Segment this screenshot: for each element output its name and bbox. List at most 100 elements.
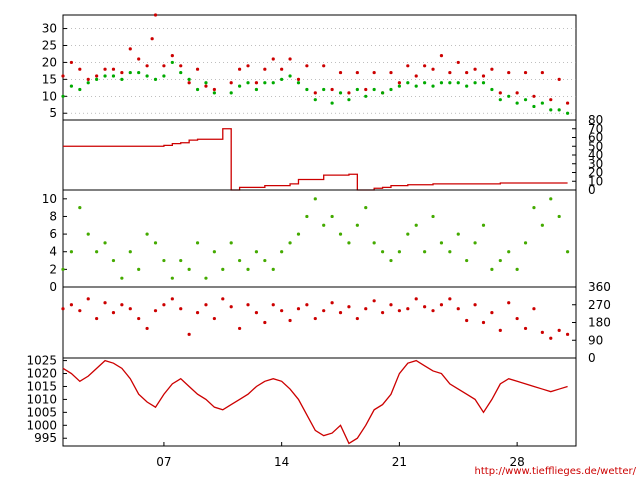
data-point	[246, 303, 250, 307]
data-point	[212, 87, 216, 92]
data-point	[498, 258, 502, 263]
data-point	[263, 67, 267, 71]
data-point	[465, 258, 469, 263]
data-point	[532, 307, 536, 311]
data-point	[137, 70, 141, 75]
data-point	[338, 70, 343, 75]
data-point	[280, 309, 284, 313]
x-tick-label: 14	[274, 455, 289, 469]
data-point	[170, 276, 174, 280]
y-tick-label: 270	[588, 298, 611, 312]
data-point	[389, 303, 393, 307]
data-point	[305, 303, 309, 307]
data-point	[364, 206, 368, 210]
data-point	[364, 307, 368, 311]
data-point	[540, 330, 544, 334]
data-point	[439, 303, 444, 307]
data-point	[162, 303, 166, 307]
y-tick-label: 90	[588, 333, 603, 347]
data-point	[69, 60, 74, 65]
data-point	[313, 197, 317, 201]
data-point	[465, 318, 469, 323]
data-point	[187, 267, 191, 271]
data-point	[238, 326, 242, 331]
x-tick-label: 28	[509, 455, 524, 469]
data-point	[322, 309, 326, 313]
data-point	[246, 64, 250, 68]
data-point	[153, 13, 158, 17]
data-point	[523, 241, 528, 245]
data-point	[145, 232, 149, 236]
data-point	[540, 70, 544, 75]
series-line-1-0	[63, 128, 568, 191]
data-point	[448, 297, 452, 301]
data-point	[137, 57, 141, 61]
data-point	[69, 250, 74, 254]
data-point	[347, 98, 351, 102]
data-point	[305, 214, 309, 219]
data-point	[557, 328, 561, 332]
data-point	[128, 70, 132, 75]
data-point	[532, 206, 536, 210]
data-point	[271, 303, 275, 307]
data-point	[103, 74, 107, 78]
data-point	[540, 223, 544, 227]
data-point	[145, 74, 149, 78]
data-point	[364, 94, 368, 98]
credit-link[interactable]: http://www.tiefflieges.de/wetter/	[475, 466, 637, 477]
y-tick-label: 30	[588, 157, 603, 171]
data-point	[246, 267, 250, 271]
data-point	[389, 70, 393, 75]
data-point	[322, 223, 326, 227]
data-point	[473, 67, 477, 71]
data-point	[423, 81, 427, 85]
data-point	[498, 328, 502, 332]
data-point	[372, 70, 376, 75]
data-point	[86, 232, 90, 236]
data-point	[254, 81, 259, 85]
data-point	[439, 54, 444, 58]
data-point	[431, 214, 435, 219]
data-point	[120, 77, 124, 81]
y-tick-label: 1000	[26, 418, 57, 432]
y-tick-label: 15	[42, 72, 57, 86]
data-point	[212, 250, 216, 254]
data-point	[212, 316, 216, 321]
data-point	[280, 250, 284, 254]
data-point	[111, 74, 116, 78]
data-point	[515, 316, 519, 321]
x-tick-label: 07	[156, 455, 171, 469]
data-point	[448, 81, 452, 85]
data-point	[254, 311, 259, 315]
data-point	[187, 77, 191, 81]
data-point	[557, 214, 561, 219]
data-point	[355, 223, 359, 227]
series-line-4-0	[62, 359, 568, 445]
data-point	[338, 91, 343, 95]
data-point	[372, 241, 376, 245]
data-point	[153, 77, 158, 81]
data-point	[347, 91, 351, 95]
data-point	[204, 276, 208, 280]
data-point	[179, 307, 183, 311]
data-point	[61, 94, 65, 98]
data-point	[565, 111, 570, 115]
data-point	[111, 311, 116, 315]
data-point	[372, 87, 376, 92]
data-point	[532, 104, 536, 109]
y-tick-label: 995	[34, 431, 57, 445]
data-point	[204, 81, 208, 85]
data-point	[254, 250, 259, 254]
data-point	[523, 70, 528, 75]
data-point	[414, 84, 418, 88]
data-point	[557, 108, 561, 112]
data-point	[439, 81, 444, 85]
data-point	[271, 57, 275, 61]
data-point	[507, 301, 511, 305]
data-point	[137, 267, 141, 271]
data-point	[423, 305, 427, 309]
x-tick-label: 21	[392, 455, 407, 469]
data-point	[481, 320, 486, 325]
data-point	[406, 81, 410, 85]
